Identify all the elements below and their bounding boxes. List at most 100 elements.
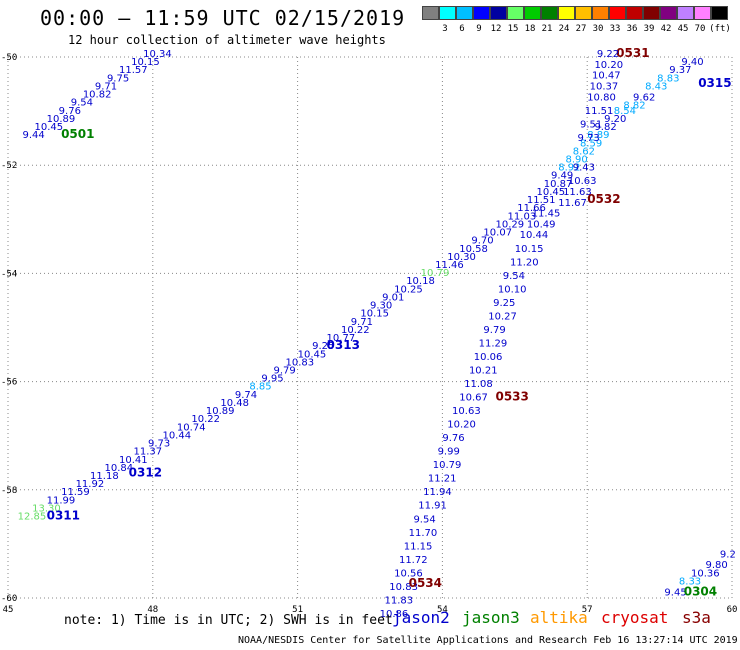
legend-label: 36 xyxy=(626,24,638,34)
swh-point-label: 10.44 xyxy=(162,430,191,441)
pass-time-label: 0533 xyxy=(495,390,528,404)
swh-point-label: 11.59 xyxy=(61,487,90,498)
pass-time-label: 0532 xyxy=(587,192,620,206)
swh-point-label: 9.76 xyxy=(59,106,81,117)
swh-point-label: 11.08 xyxy=(464,379,493,390)
swh-point-label: 10.22 xyxy=(191,414,220,425)
swh-point-label: 9.71 xyxy=(351,317,373,328)
x-tick-label: 57 xyxy=(582,605,593,615)
swh-point-label: 10.80 xyxy=(587,92,616,103)
legend-swatch xyxy=(558,6,575,20)
swh-point-label: 10.06 xyxy=(474,352,503,363)
pass-time-label: 0501 xyxy=(61,127,94,141)
swh-point-label: 12.85 xyxy=(18,512,47,523)
swh-point-label: 11.70 xyxy=(409,528,438,539)
swh-point-label: 10.63 xyxy=(452,406,481,417)
swh-point-label: 10.07 xyxy=(483,228,512,239)
swh-point-label: 11.46 xyxy=(435,260,464,271)
swh-point-label: 10.29 xyxy=(495,219,524,230)
legend-label: 33 xyxy=(609,24,621,34)
note-text: note: 1) Time is in UTC; 2) SWH is in fe… xyxy=(64,613,393,628)
legend-swatch xyxy=(490,6,507,20)
legend-label: 15 xyxy=(507,24,519,34)
swh-point-label: 10.36 xyxy=(691,568,720,579)
swh-point-label: 9.73 xyxy=(148,439,170,450)
swh-point-label: 9.80 xyxy=(705,560,727,571)
swh-point-label: 9.82 xyxy=(594,122,616,133)
legend-cryosat: cryosat xyxy=(601,608,669,627)
swh-point-label: 9.40 xyxy=(681,57,703,68)
swh-point-label: 10.27 xyxy=(488,311,517,322)
chart-title: 00:00 – 11:59 UTC 02/15/2019 xyxy=(40,6,406,30)
map-grid xyxy=(7,56,733,599)
legend-swatch xyxy=(660,6,677,20)
x-tick-label: 45 xyxy=(3,605,14,615)
swh-point-label: 10.74 xyxy=(177,422,206,433)
swh-point-label: 9.54 xyxy=(413,514,435,525)
legend-jason2: jason2 xyxy=(392,608,450,627)
legend-label: 42 xyxy=(660,24,672,34)
swh-point-label: 11.72 xyxy=(399,555,428,566)
swh-point-label: 10.45 xyxy=(298,349,327,360)
swh-point-label: 9.73 xyxy=(578,133,600,144)
swh-point-label: 9.79 xyxy=(483,325,505,336)
y-tick-label: -58 xyxy=(1,486,17,496)
x-tick-label: 60 xyxy=(727,605,738,615)
swh-point-label: 10.15 xyxy=(515,244,544,255)
swh-point-label: 10.84 xyxy=(105,463,134,474)
swh-point-label: 11.15 xyxy=(404,541,433,552)
legend-label: 6 xyxy=(459,24,465,34)
swh-point-label: 10.58 xyxy=(459,244,488,255)
swh-point-label: 10.41 xyxy=(119,455,148,466)
legend-swatch xyxy=(711,6,728,20)
swh-point-label: 8.59 xyxy=(580,138,602,149)
legend-swatch xyxy=(592,6,609,20)
pass-time-label: 0311 xyxy=(47,509,80,523)
swh-point-label: 11.57 xyxy=(119,65,148,76)
swh-point-label: 10.67 xyxy=(459,393,488,404)
swh-point-label: 9.71 xyxy=(95,81,117,92)
swh-point-label: 10.34 xyxy=(143,49,172,60)
swh-point-label: 9.20 xyxy=(604,114,626,125)
swh-point-label: 11.03 xyxy=(508,211,537,222)
legend-swatch xyxy=(575,6,592,20)
pass-time-label: 0534 xyxy=(409,576,442,590)
swh-point-label: 10.79 xyxy=(421,268,450,279)
swh-point-label: 9.30 xyxy=(370,301,392,312)
data-points: 9.4410.4510.899.769.5410.829.719.7511.57… xyxy=(18,46,736,620)
legend-unit: (ft) xyxy=(709,24,731,34)
swh-point-label: 9.74 xyxy=(235,390,257,401)
swh-point-label: 10.20 xyxy=(594,60,623,71)
legend-swatch xyxy=(609,6,626,20)
swh-point-label: 9.75 xyxy=(107,73,129,84)
swh-point-label: 11.94 xyxy=(423,487,452,498)
swh-point-label: 9.79 xyxy=(273,365,295,376)
y-tick-label: -50 xyxy=(1,53,17,63)
swh-point-label: 9.70 xyxy=(471,236,493,247)
swh-point-label: 9.2 xyxy=(720,549,736,560)
swh-point-label: 11.66 xyxy=(517,203,546,214)
swh-point-label: 10.83 xyxy=(389,582,418,593)
swh-point-label: 9.44 xyxy=(22,130,44,141)
swh-point-label: 11.18 xyxy=(90,471,119,482)
swh-point-label: 10.86 xyxy=(380,609,409,620)
axis-ticks: 45 48 51 54 57 60 -50 -52 -54 -56 -58 -60 xyxy=(1,53,737,615)
pass-time-label: 0313 xyxy=(327,338,360,352)
y-tick-label: -52 xyxy=(1,161,17,171)
swh-point-label: 9.76 xyxy=(442,433,464,444)
swh-point-label: 11.99 xyxy=(47,495,76,506)
swh-point-label: 10.77 xyxy=(327,333,356,344)
swh-point-label: 10.47 xyxy=(592,71,621,82)
legend-label: 21 xyxy=(541,24,553,34)
swh-point-label: 10.18 xyxy=(406,276,435,287)
swh-point-label: 8.90 xyxy=(565,154,587,165)
pass-time-label: 0312 xyxy=(129,465,162,479)
x-tick-label: 51 xyxy=(292,605,303,615)
swh-point-label: 10.22 xyxy=(341,325,370,336)
swh-point-label: 11.51 xyxy=(527,195,556,206)
legend-label: 12 xyxy=(490,24,502,34)
swh-point-label: 8.54 xyxy=(614,106,636,117)
swh-point-label: 9.25 xyxy=(312,341,334,352)
legend-label: 3 xyxy=(442,24,448,34)
swh-point-label: 11.37 xyxy=(133,447,162,458)
